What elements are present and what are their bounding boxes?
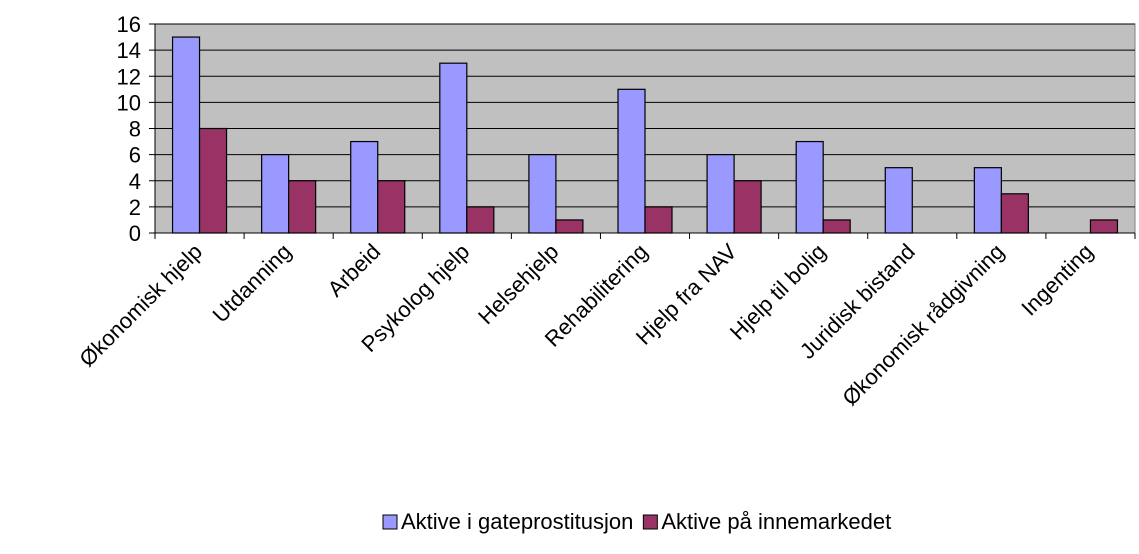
bar bbox=[884, 167, 913, 234]
y-tick-label: 4 bbox=[129, 169, 141, 194]
x-tick-label: Økonomisk hjelp bbox=[74, 239, 207, 372]
bar bbox=[733, 180, 762, 234]
x-tick-label: Økonomisk rådgivning bbox=[837, 239, 1009, 411]
y-tick-label: 12 bbox=[117, 64, 141, 89]
bar bbox=[439, 62, 468, 234]
bar bbox=[1089, 219, 1119, 234]
bar bbox=[198, 127, 228, 234]
bar bbox=[795, 140, 824, 234]
legend-swatch bbox=[642, 514, 658, 530]
y-tick-label: 6 bbox=[129, 143, 141, 168]
legend-label: Aktive på innemarkedet bbox=[661, 509, 891, 534]
y-tick-label: 8 bbox=[129, 117, 141, 142]
y-tick-label: 0 bbox=[129, 221, 141, 246]
bar bbox=[466, 206, 495, 234]
bar bbox=[171, 36, 201, 234]
bar bbox=[706, 154, 735, 234]
y-tick-label: 2 bbox=[129, 195, 141, 220]
bar bbox=[644, 206, 673, 234]
bar bbox=[973, 167, 1002, 234]
x-tick-label: Utdanning bbox=[208, 239, 297, 328]
bar bbox=[617, 88, 646, 234]
bar bbox=[528, 154, 557, 234]
x-tick-label: Arbeid bbox=[323, 239, 386, 302]
bar bbox=[261, 154, 290, 234]
bar bbox=[288, 180, 317, 234]
y-tick-label: 16 bbox=[117, 12, 141, 37]
bar bbox=[822, 219, 851, 234]
bar bbox=[377, 180, 406, 234]
legend-label: Aktive i gateprostitusjon bbox=[401, 509, 633, 534]
legend-swatch bbox=[382, 514, 398, 530]
y-tick-label: 14 bbox=[117, 38, 141, 63]
bar bbox=[350, 140, 379, 234]
x-tick-label: Helsehjelp bbox=[473, 239, 563, 329]
x-tick-label: Ingenting bbox=[1016, 239, 1098, 321]
bar bbox=[1000, 193, 1029, 234]
bar bbox=[555, 219, 584, 234]
y-tick-label: 10 bbox=[117, 90, 141, 115]
